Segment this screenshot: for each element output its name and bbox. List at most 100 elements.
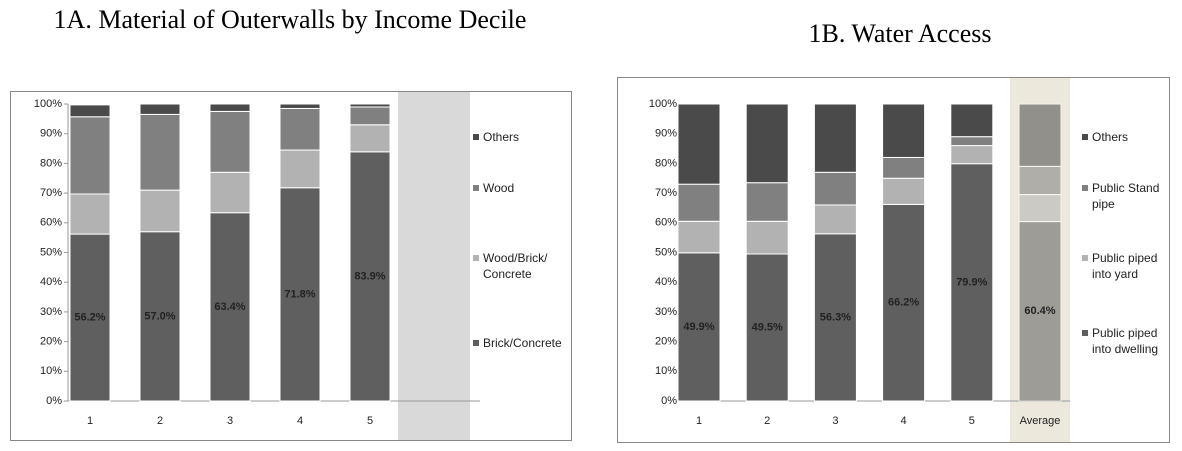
bar-segment [950,145,994,165]
y-tick-label: 60% [40,217,62,229]
bar-segment [677,252,721,402]
bar-segment [209,171,251,214]
legend-item: Public piped into yard [1082,250,1172,282]
data-label: 83.9% [354,270,385,282]
data-label: 49.5% [752,321,783,333]
y-tick-label: 90% [40,128,62,140]
y-tick-label: 10% [655,365,677,377]
bar-segment [950,163,994,402]
x-tick-label: 5 [367,415,373,427]
data-label: 57.0% [144,310,175,322]
x-tick-label: 4 [297,415,303,427]
x-tick-label: 1 [696,415,702,427]
x-tick-label: 3 [832,415,838,427]
legend-item: Wood/Brick/ Concrete [473,250,568,282]
data-label: 66.2% [888,297,919,309]
legend-label: Wood/Brick/ Concrete [483,251,548,281]
x-tick-label: 3 [227,415,233,427]
legend-item: Brick/Concrete [473,335,568,351]
bar-segment [1018,103,1062,167]
bar-segment [209,103,251,112]
y-tick-label: 0% [661,395,677,407]
data-label: 60.4% [1024,305,1055,317]
bar-segment [882,177,926,205]
x-tick-label: Average [1020,415,1061,427]
legend-swatch [1082,134,1088,140]
bar-segment [349,106,391,126]
data-label: 56.3% [820,311,851,323]
y-tick-label: 60% [655,217,677,229]
legend-swatch [473,255,479,261]
y-tick-label: 50% [40,246,62,258]
bar-segment [209,212,251,402]
bar-segment [139,231,181,402]
bar-segment [69,233,111,402]
bar-segment [950,136,994,147]
chart-frame [617,77,1170,443]
y-tick-label: 80% [655,157,677,169]
y-tick-label: 50% [655,246,677,258]
data-label: 49.9% [683,321,714,333]
bar-segment [813,233,857,402]
shaded-band [398,92,470,440]
bar-segment [279,149,321,189]
y-tick-label: 70% [655,187,677,199]
bar-segment [813,103,857,173]
bar-segment [677,183,721,222]
x-tick-label: 4 [901,415,907,427]
bar-segment [139,113,181,191]
bar-segment [882,103,926,158]
bar-segment [69,104,111,118]
legend-label: Public Stand pipe [1092,181,1160,211]
bar-segment [69,116,111,195]
chart-title: 1A. Material of Outerwalls by Income Dec… [53,5,527,34]
x-tick-label: 5 [969,415,975,427]
legend-swatch [1082,185,1088,191]
legend-swatch [473,340,479,346]
bar-segment [1018,165,1062,196]
bar-segment [745,220,789,255]
bar-segment [209,110,251,173]
legend-item: Wood [473,180,568,196]
data-label: 56.2% [74,311,105,323]
bar-segment [349,124,391,153]
legend-label: Public piped into yard [1092,251,1158,281]
y-tick-label: 40% [40,276,62,288]
bar-segment [279,107,321,151]
x-tick-label: 2 [157,415,163,427]
bar-segment [882,203,926,402]
chart-frame [10,91,572,441]
y-tick-label: 100% [34,98,62,110]
bar-segment [279,103,321,109]
bar-segment [1018,194,1062,223]
y-tick-label: 10% [40,365,62,377]
legend-swatch [1082,255,1088,261]
y-tick-label: 100% [649,98,677,110]
legend-item: Public Stand pipe [1082,180,1172,212]
y-tick-label: 30% [40,306,62,318]
bar-segment [279,187,321,402]
bar-segment [677,103,721,185]
y-tick-label: 20% [40,336,62,348]
y-tick-label: 30% [655,306,677,318]
legend-label: Others [1092,130,1129,144]
bar-segment [139,189,181,233]
bar-segment [1018,221,1062,402]
bar-segment [813,171,857,206]
y-tick-label: 70% [40,187,62,199]
bar-segment [745,103,789,184]
data-label: 63.4% [214,301,245,313]
bar-segment [677,220,721,254]
legend-label: Brick/Concrete [483,336,562,350]
bar-segment [745,253,789,402]
legend-item: Others [473,129,568,145]
data-label: 71.8% [284,288,315,300]
y-tick-label: 0% [46,395,62,407]
data-label: 79.9% [956,276,987,288]
legend-swatch [1082,330,1088,336]
x-tick-label: 1 [87,415,93,427]
legend-swatch [473,134,479,140]
legend-item: Others [1082,129,1172,145]
y-tick-label: 90% [655,128,677,140]
